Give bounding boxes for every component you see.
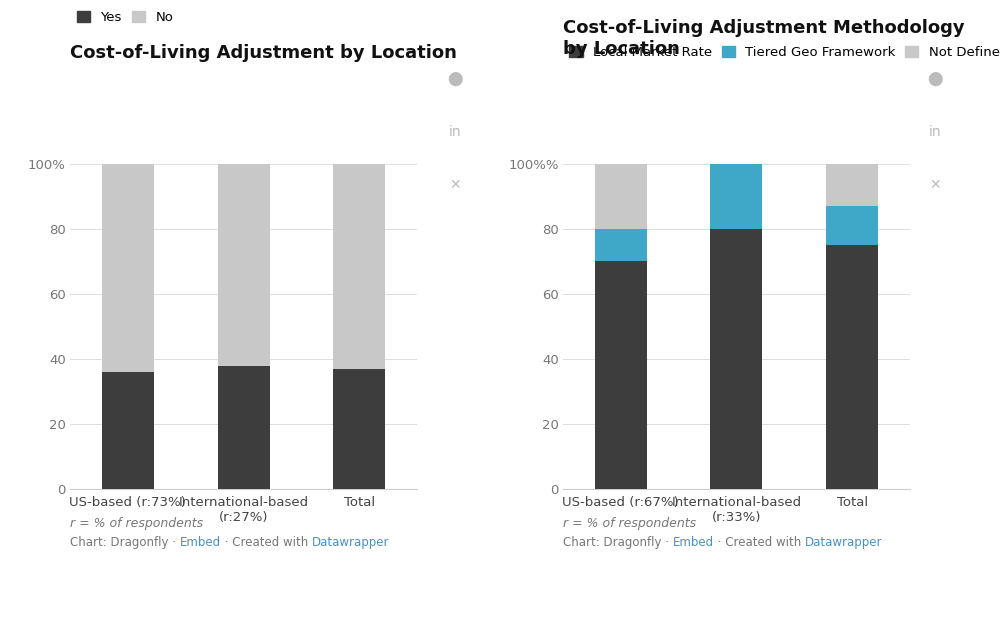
Text: r = % of respondents: r = % of respondents	[563, 517, 696, 530]
Text: Chart: Dragonfly ·: Chart: Dragonfly ·	[563, 536, 673, 549]
Legend: Local Market Rate, Tiered Geo Framework, Not Defined: Local Market Rate, Tiered Geo Framework,…	[569, 46, 1000, 59]
Bar	[710, 164, 762, 229]
Bar	[102, 372, 154, 489]
Text: Embed: Embed	[673, 536, 714, 549]
Text: Cost-of-Living Adjustment by Location: Cost-of-Living Adjustment by Location	[70, 44, 457, 62]
Text: in: in	[929, 125, 941, 139]
Text: Cost-of-Living Adjustment Methodology
by Location: Cost-of-Living Adjustment Methodology by…	[563, 19, 965, 58]
Bar	[826, 164, 878, 206]
Text: · Created with: · Created with	[714, 536, 805, 549]
Text: Embed: Embed	[180, 536, 221, 549]
Bar	[333, 369, 385, 489]
Bar	[826, 206, 878, 245]
Bar	[595, 261, 647, 489]
Text: ✕: ✕	[929, 178, 941, 192]
Bar	[333, 164, 385, 369]
Bar	[218, 164, 270, 366]
Text: ⬤: ⬤	[927, 71, 943, 85]
Bar	[595, 229, 647, 261]
Text: ⬤: ⬤	[447, 71, 463, 85]
Bar	[826, 245, 878, 489]
Text: Datawrapper: Datawrapper	[312, 536, 389, 549]
Text: r = % of respondents: r = % of respondents	[70, 517, 203, 530]
Text: · Created with: · Created with	[221, 536, 312, 549]
Text: Chart: Dragonfly ·: Chart: Dragonfly ·	[70, 536, 180, 549]
Text: Datawrapper: Datawrapper	[805, 536, 882, 549]
Text: ✕: ✕	[449, 178, 461, 192]
Text: in: in	[449, 125, 461, 139]
Legend: Yes, No: Yes, No	[77, 11, 174, 24]
Bar	[102, 164, 154, 372]
Bar	[595, 164, 647, 229]
Bar	[218, 366, 270, 489]
Bar	[710, 229, 762, 489]
